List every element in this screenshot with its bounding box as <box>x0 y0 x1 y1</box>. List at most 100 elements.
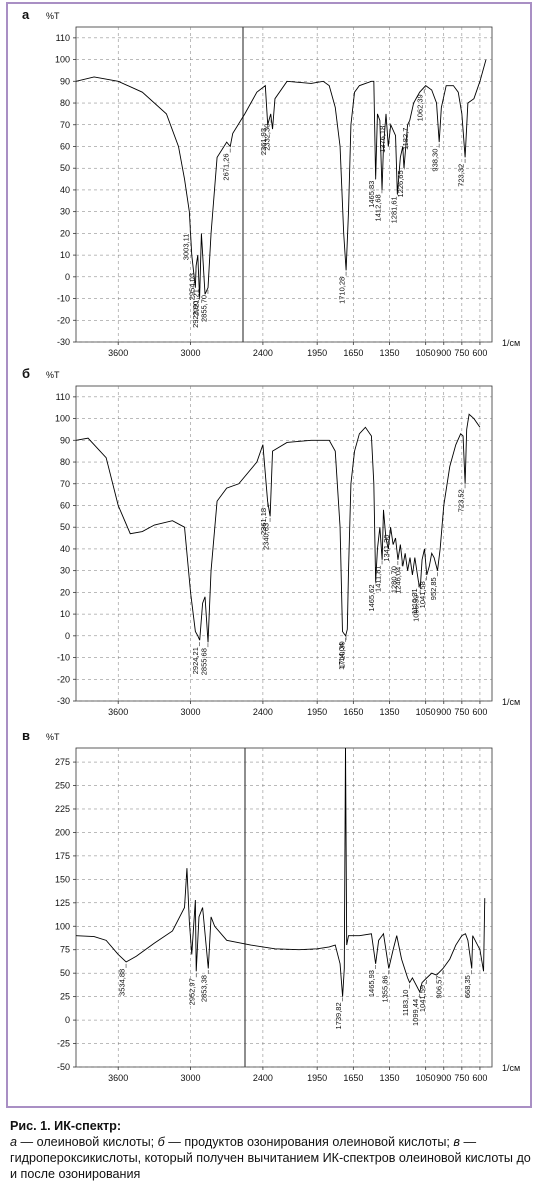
y-tick-label: 100 <box>55 921 70 931</box>
peak-label: 1376,18 <box>378 126 387 153</box>
y-tick-label: -25 <box>57 1039 70 1049</box>
peak-label: 1710,28 <box>338 277 347 304</box>
x-tick-label: 3000 <box>181 348 201 358</box>
x-tick-label: 750 <box>454 348 469 358</box>
y-tick-label: 50 <box>60 968 70 978</box>
panel-letter: б <box>22 366 30 381</box>
x-tick-label: 2400 <box>253 1073 273 1083</box>
panel: в %T 1/см -50 -25 0 25 50 75 100 125 150 175 200 225 25… <box>22 728 520 1083</box>
peak-label: 2853,38 <box>200 975 209 1002</box>
y-tick-label: 30 <box>60 566 70 576</box>
caption-text: — продуктов озонирования олеиновой кисло… <box>168 1135 450 1149</box>
x-tick-label: 1350 <box>379 1073 399 1083</box>
figure-frame <box>6 2 532 1108</box>
plot-area <box>75 747 493 1068</box>
peak-label: 2921,21 <box>192 289 201 316</box>
y-axis-label: %T <box>46 11 60 21</box>
y-tick-label: 0 <box>65 631 70 641</box>
y-axis-label: %T <box>46 732 60 742</box>
y-tick-label: 110 <box>56 392 70 402</box>
spectrum-line <box>76 413 481 643</box>
y-tick-label: 150 <box>55 874 70 884</box>
y-tick-label: 200 <box>55 827 70 837</box>
y-tick-label: 20 <box>60 228 70 238</box>
y-tick-label: 40 <box>60 185 70 195</box>
spectrum-line <box>76 748 486 997</box>
peak-label: 1095,59 <box>412 595 421 622</box>
x-tick-label: 1650 <box>343 707 363 717</box>
peak-label: 938,30 <box>431 149 440 172</box>
x-tick-label: 3000 <box>181 707 201 717</box>
y-tick-label: -20 <box>57 674 70 684</box>
peak-label: 3003,11 <box>182 234 191 261</box>
x-axis-label: 1/см <box>502 338 520 348</box>
peak-label: 906,57 <box>434 976 443 999</box>
x-tick-label: 3600 <box>108 348 128 358</box>
peak-label: 1411,81 <box>374 565 383 592</box>
panel-letter: в <box>22 728 30 743</box>
peak-label: 1465,83 <box>367 181 376 208</box>
peak-label: 1341,30 <box>382 535 391 562</box>
x-tick-label: 1650 <box>343 348 363 358</box>
caption-letter: б <box>157 1135 165 1149</box>
caption-item: б — продуктов озонирования олеиновой кис… <box>158 1135 454 1149</box>
y-tick-label: 0 <box>65 272 70 282</box>
peak-label: 2332,30 <box>263 124 272 151</box>
peak-label: 723,32 <box>457 164 466 187</box>
x-axis-label: 1/см <box>502 1063 520 1073</box>
peak-label: 1183,10 <box>401 990 410 1017</box>
y-tick-label: -50 <box>57 1062 70 1072</box>
y-tick-label: 75 <box>60 945 70 955</box>
caption: Рис. 1. ИК-спектр: а — олеиновой кислоты… <box>10 1118 532 1182</box>
x-axis-label: 1/см <box>502 697 520 707</box>
peak-label: 1246,04 <box>394 567 403 594</box>
x-tick-label: 1950 <box>307 1073 327 1083</box>
x-tick-label: 3600 <box>108 1073 128 1083</box>
peak-label: 2924,21 <box>191 647 200 674</box>
caption-items: а — олеиновой кислоты; б — продуктов озо… <box>10 1135 531 1181</box>
x-tick-label: 750 <box>454 707 469 717</box>
peak-label: 2340,63 <box>262 523 271 550</box>
panel: б %T 1/см -30 -20 -10 0 10 20 30 40 50 60 70 80 90 100 11… <box>22 366 520 717</box>
y-tick-label: 50 <box>60 163 70 173</box>
x-tick-label: 1650 <box>343 1073 363 1083</box>
caption-letter: а <box>10 1135 18 1149</box>
y-tick-label: 20 <box>60 587 70 597</box>
y-axis-label: %T <box>46 370 60 380</box>
y-tick-label: -10 <box>57 294 70 304</box>
peak-label: 3534,88 <box>118 969 127 996</box>
y-tick-label: 70 <box>60 120 70 130</box>
peak-label: 2952,97 <box>188 978 197 1005</box>
y-tick-label: 90 <box>60 435 70 445</box>
y-tick-label: 60 <box>60 500 70 510</box>
caption-title: Рис. 1. ИК-спектр: <box>10 1119 122 1133</box>
y-tick-label: 40 <box>60 544 70 554</box>
plot-area <box>75 26 493 343</box>
x-tick-label: 3000 <box>181 1073 201 1083</box>
x-tick-label: 900 <box>436 707 451 717</box>
y-tick-label: 10 <box>60 609 70 619</box>
y-tick-label: 250 <box>55 781 70 791</box>
x-tick-label: 600 <box>472 707 487 717</box>
caption-text: — гидропероксикислоты, который получен в… <box>10 1135 531 1181</box>
peak-label: 668,35 <box>463 975 472 998</box>
x-tick-label: 1050 <box>416 707 436 717</box>
y-tick-label: 100 <box>55 414 70 424</box>
x-tick-label: 1950 <box>307 348 327 358</box>
y-tick-label: 175 <box>55 851 70 861</box>
y-tick-label: -20 <box>57 315 70 325</box>
peak-label: 952,85 <box>429 577 438 600</box>
y-tick-label: 110 <box>56 33 70 43</box>
peak-label: 723,52 <box>457 489 466 512</box>
y-tick-label: 90 <box>60 76 70 86</box>
x-tick-label: 750 <box>454 1073 469 1083</box>
y-tick-label: 225 <box>55 804 70 814</box>
peak-label: 1062,39 <box>416 94 425 121</box>
x-tick-label: 600 <box>472 1073 487 1083</box>
peak-label: 1465,93 <box>367 970 376 997</box>
x-tick-label: 900 <box>436 348 451 358</box>
peak-label: 2855,70 <box>199 295 208 322</box>
caption-letter: в <box>453 1135 460 1149</box>
peak-label: 2361,18 <box>259 508 268 535</box>
